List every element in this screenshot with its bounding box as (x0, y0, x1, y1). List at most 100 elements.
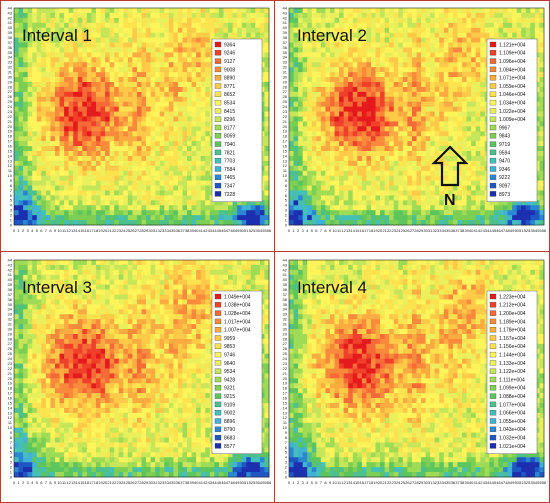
heatmap-cell (114, 165, 120, 172)
heatmap-cell (82, 22, 88, 29)
heatmap-cell (302, 57, 308, 63)
heatmap-cell (370, 180, 376, 186)
heatmap-cell (127, 52, 133, 58)
heatmap-cell (539, 27, 545, 34)
heatmap-cell (411, 12, 417, 19)
heatmap-cell (439, 72, 445, 78)
heatmap-cell (173, 52, 179, 58)
heatmap-cell (439, 22, 445, 29)
heatmap-cell (339, 151, 345, 157)
heatmap-cell (86, 42, 92, 48)
heatmap-cell (411, 81, 417, 88)
heatmap-cell (289, 42, 294, 48)
heatmap-cell (448, 27, 454, 34)
heatmap-cell (521, 205, 527, 211)
x-tick-label: 24 (121, 228, 126, 233)
heatmap-cell (50, 67, 56, 73)
x-tick-label: 50 (239, 228, 244, 233)
heatmap-cell (50, 111, 56, 117)
heatmap-cell (259, 27, 265, 34)
heatmap-cell (329, 42, 335, 48)
heatmap-cell (150, 42, 156, 48)
heatmap-cell (73, 121, 79, 127)
heatmap-cell (114, 47, 120, 53)
heatmap-cell (370, 121, 376, 127)
heatmap-cell (36, 111, 42, 117)
heatmap-cell (68, 190, 74, 196)
heatmap-cell (109, 72, 115, 78)
heatmap-cell (32, 101, 38, 108)
heatmap-cell (343, 116, 349, 122)
heatmap-cell (54, 106, 60, 112)
heatmap-cell (480, 190, 486, 196)
heatmap-cell (41, 37, 47, 43)
heatmap-cell (384, 8, 390, 14)
heatmap-cell (59, 220, 65, 226)
heatmap-cell (421, 131, 426, 137)
x-tick-label: 53 (253, 228, 258, 233)
heatmap-cell (168, 52, 174, 58)
heatmap-cell (177, 86, 183, 93)
heatmap-cell (36, 131, 42, 137)
heatmap-cell (155, 165, 161, 172)
heatmap-cell (68, 77, 74, 83)
heatmap-cell (452, 57, 458, 63)
heatmap-cell (23, 27, 29, 34)
heatmap-cell (168, 175, 174, 182)
heatmap-cell (50, 205, 56, 211)
heatmap-cell (430, 42, 436, 48)
y-tick-label: 28 (8, 84, 13, 89)
heatmap-cell (370, 190, 376, 196)
heatmap-cell (118, 165, 124, 172)
heatmap-cell (339, 195, 345, 201)
heatmap-cell (320, 180, 326, 186)
heatmap-cell (475, 42, 481, 48)
heatmap-cell (439, 121, 445, 127)
heatmap-cell (302, 180, 308, 186)
heatmap-cell (393, 205, 399, 211)
heatmap-cell (352, 101, 358, 108)
heatmap-cell (329, 27, 335, 34)
heatmap-cell (91, 81, 97, 88)
heatmap-cell (59, 81, 65, 88)
heatmap-cell (36, 220, 42, 226)
heatmap-cell (352, 151, 358, 157)
x-tick-label: 18 (94, 228, 99, 233)
heatmap-cell (307, 160, 313, 167)
heatmap-cell (425, 215, 431, 221)
heatmap-cell (73, 22, 79, 29)
heatmap-cell (366, 185, 372, 191)
heatmap-cell (380, 57, 386, 63)
heatmap-cell (164, 42, 170, 48)
heatmap-cell (259, 32, 265, 38)
heatmap-cell (95, 155, 101, 162)
heatmap-cell (389, 170, 395, 177)
heatmap-cell (82, 42, 88, 48)
heatmap-cell (100, 210, 106, 216)
heatmap-cell (334, 96, 340, 103)
heatmap-cell (159, 62, 165, 68)
heatmap-cell (182, 210, 188, 216)
heatmap-cell (366, 72, 372, 78)
y-tick-label: 7 (10, 188, 13, 193)
heatmap-cell (320, 210, 326, 216)
heatmap-cell (384, 155, 390, 162)
legend-label: 8415 (224, 109, 235, 115)
heatmap-cell (357, 185, 363, 191)
heatmap-cell (73, 111, 79, 117)
heatmap-panel: 0 1 2 3 4 5 6 7 8 9 10 11 12 13 14 15 16 17 18 19 20 21 22 23 24… (1, 1, 273, 250)
heatmap-cell (361, 195, 367, 201)
heatmap-cell (132, 170, 138, 177)
heatmap-cell (132, 155, 138, 162)
heatmap-cell (14, 77, 19, 83)
heatmap-cell (534, 47, 540, 53)
heatmap-cell (105, 121, 111, 127)
heatmap-cell (123, 155, 129, 162)
heatmap-cell (177, 32, 183, 38)
heatmap-cell (77, 42, 83, 48)
heatmap-cell (205, 77, 211, 83)
heatmap-cell (18, 146, 24, 152)
heatmap-cell (389, 215, 395, 221)
heatmap-cell (91, 101, 97, 108)
heatmap-cell (389, 190, 395, 196)
